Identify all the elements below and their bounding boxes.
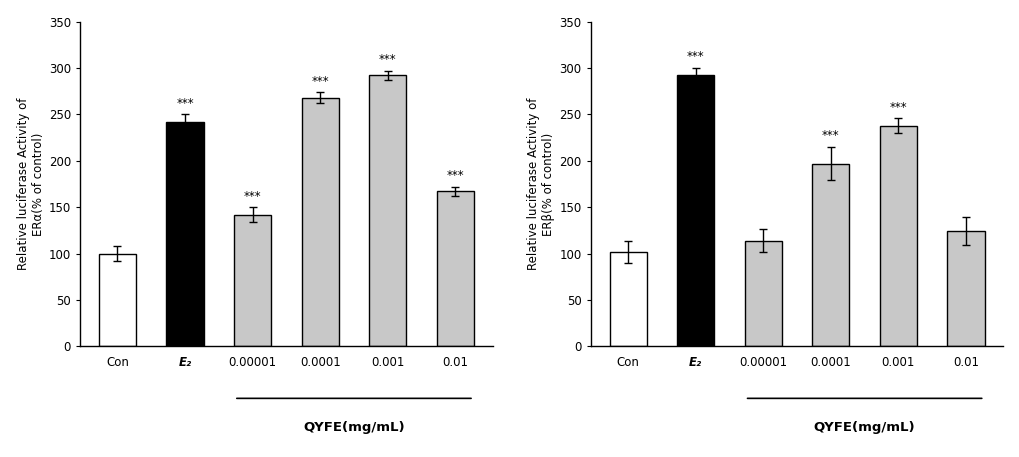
Bar	[369, 75, 406, 346]
Text: ***: ***	[311, 74, 329, 88]
Bar	[811, 164, 849, 346]
Text: ***: ***	[889, 101, 906, 113]
Text: QYFE(mg/mL): QYFE(mg/mL)	[303, 421, 405, 434]
Text: ***: ***	[378, 53, 396, 66]
Bar	[744, 241, 782, 346]
Text: ***: ***	[176, 97, 194, 110]
Bar	[233, 215, 271, 346]
Y-axis label: Relative luciferase Activity of
ERβ(% of control): Relative luciferase Activity of ERβ(% of…	[527, 98, 554, 270]
Text: ***: ***	[446, 169, 464, 182]
Bar	[947, 231, 983, 346]
Text: ***: ***	[686, 50, 704, 64]
Bar	[879, 126, 916, 346]
Text: QYFE(mg/mL): QYFE(mg/mL)	[813, 421, 915, 434]
Bar	[677, 75, 713, 346]
Text: ***: ***	[244, 190, 261, 202]
Bar	[609, 252, 646, 346]
Bar	[436, 191, 474, 346]
Bar	[166, 122, 204, 346]
Bar	[302, 98, 338, 346]
Text: ***: ***	[821, 129, 839, 142]
Bar	[99, 254, 136, 346]
Y-axis label: Relative luciferase Activity of
ERα(% of control): Relative luciferase Activity of ERα(% of…	[16, 98, 45, 270]
